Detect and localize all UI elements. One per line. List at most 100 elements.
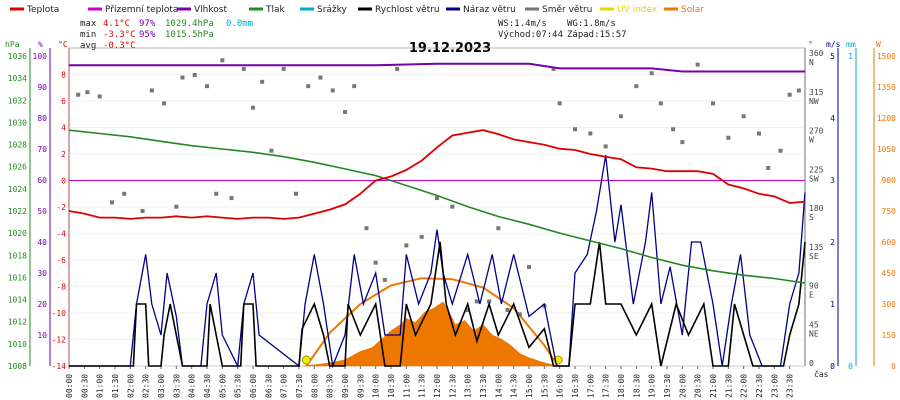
tick-degc: -14 <box>52 362 67 371</box>
tick-x: 04:30 <box>203 374 212 398</box>
tick-x: 00:00 <box>65 374 74 398</box>
tick-x: 02:00 <box>126 374 135 398</box>
tick-x: 19:00 <box>648 374 657 398</box>
legend-smer-vetru: Směr větru <box>542 5 592 15</box>
wind-dir-point <box>395 66 400 71</box>
tick-degc: 0 <box>61 177 66 186</box>
wind-dir-point <box>140 209 145 213</box>
tick-x: 09:00 <box>341 374 350 398</box>
tick-degc: -2 <box>56 203 66 212</box>
temperature-line <box>68 129 806 220</box>
wind-dir-point <box>251 105 255 110</box>
stats-max-rain: 0.0mm <box>226 19 253 29</box>
tick-x: 11:00 <box>402 374 411 398</box>
tick-x: 14:30 <box>510 374 519 398</box>
tick-hpa: 1028 <box>8 141 27 150</box>
tick-x: 21:30 <box>724 374 733 398</box>
wind-dir-point <box>435 196 439 201</box>
wind-dir-point <box>557 101 562 106</box>
wind-dir-point <box>174 204 179 209</box>
stats-avg-temp: -0.3°C <box>103 41 136 51</box>
tick-ms: 4 <box>830 114 835 123</box>
wind-dir-point <box>382 277 387 282</box>
tick-x: 06:30 <box>264 374 273 398</box>
info-sunset: Západ:15:57 <box>567 30 627 40</box>
tick-x: 03:00 <box>157 374 166 398</box>
stats-max-label: max <box>80 19 97 29</box>
wind-dir-point <box>269 148 274 153</box>
tick-x: 04:00 <box>188 374 197 398</box>
tick-w: 750 <box>882 207 897 216</box>
wind-dir-point <box>588 131 593 136</box>
stats-avg-label: avg <box>80 41 96 51</box>
tick-w: 0 <box>891 362 896 371</box>
wind-dir-point <box>474 299 479 304</box>
tick-w: 1350 <box>877 83 896 92</box>
tick-pct: 60 <box>37 176 47 185</box>
series <box>68 58 806 369</box>
tick-hpa: 1032 <box>8 96 27 105</box>
tick-x: 16:30 <box>571 374 580 398</box>
tick-x: 23:30 <box>786 374 795 398</box>
tick-x: 10:30 <box>387 374 396 398</box>
tick-x: 12:00 <box>433 374 442 398</box>
tick-x: 22:30 <box>755 374 764 398</box>
tick-dir: SW <box>809 174 819 183</box>
legend-vlhkost: Vlhkost <box>194 5 227 15</box>
tick-ms: 5 <box>830 52 835 61</box>
tick-x: 08:30 <box>326 374 335 398</box>
tick-ms: 1 <box>830 300 835 309</box>
stats-max-hum: 97% <box>139 19 156 29</box>
wind-gust-line <box>69 155 806 369</box>
tick-x: 15:30 <box>540 374 549 398</box>
tick-w: 900 <box>882 176 897 185</box>
wind-dir-point <box>649 71 654 76</box>
humidity-line <box>69 62 805 73</box>
wind-dir-point <box>551 66 556 71</box>
tick-hpa: 1030 <box>8 118 27 127</box>
tick-dir: NW <box>809 97 819 106</box>
wind-dir-point <box>205 84 209 89</box>
tick-pct: 40 <box>37 238 47 247</box>
tick-pct: 80 <box>37 114 47 123</box>
tick-degc: -12 <box>52 336 67 345</box>
tick-x: 16:00 <box>556 374 565 398</box>
tick-w: 1050 <box>877 145 896 154</box>
tick-deg: 45 <box>809 320 819 329</box>
tick-x: 03:30 <box>172 374 181 398</box>
stats-max-temp: 4.1°C <box>103 19 130 29</box>
stats: max 4.1°C 97% 1029.4hPa 0.0mm min -3.3°C… <box>80 19 253 51</box>
tick-x: 01:30 <box>111 374 120 398</box>
tick-hpa: 1008 <box>8 362 27 371</box>
tick-labels: 86420-2-4-6-8-10-12-14103610341032103010… <box>8 49 896 398</box>
axis-label-degc: °C <box>58 40 68 49</box>
tick-ms: 2 <box>830 238 835 247</box>
tick-x: 07:00 <box>280 374 289 398</box>
solar-max-curve <box>305 277 559 367</box>
wind-dir-point <box>603 144 608 149</box>
tick-x: 08:00 <box>310 374 319 398</box>
tick-hpa: 1024 <box>8 185 27 194</box>
wind-dir-point <box>318 75 323 80</box>
tick-degc: -10 <box>52 309 67 318</box>
wind-dir-point <box>306 84 311 89</box>
axis-label-x: čas <box>814 369 829 379</box>
tick-dir: N <box>809 58 814 67</box>
tick-x: 05:30 <box>234 374 243 398</box>
tick-w: 450 <box>882 269 897 278</box>
stats-min-press: 1015.5hPa <box>165 30 214 40</box>
wind-dir-point <box>796 88 801 93</box>
tick-degc: 6 <box>61 97 66 106</box>
tick-degc: -4 <box>56 230 66 239</box>
tick-pct: 90 <box>37 83 47 92</box>
tick-hpa: 1026 <box>8 163 27 172</box>
wind-dir-point <box>149 88 154 93</box>
wind-dir-point <box>695 62 700 67</box>
tick-x: 19:30 <box>663 374 672 398</box>
tick-deg: 180 <box>809 204 824 213</box>
legend: Teplota Přízemní teplota Vlhkost Tlak Sr… <box>10 5 704 15</box>
wind-dir-point <box>741 114 746 119</box>
tick-x: 02:30 <box>142 374 151 398</box>
stats-min-hum: 95% <box>139 30 156 40</box>
wind-info: WS:1.4m/s WG:1.8m/s Východ:07:44 Západ:1… <box>498 19 627 40</box>
